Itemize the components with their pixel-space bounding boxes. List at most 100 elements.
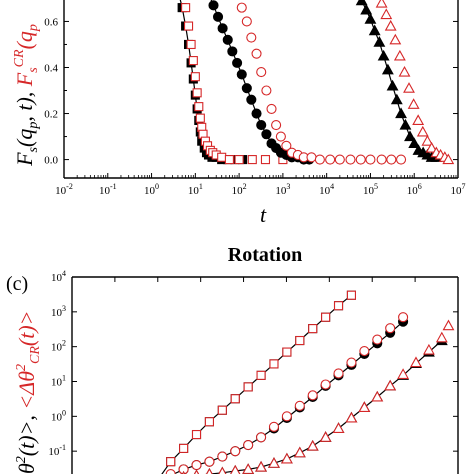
data-point-square-1 bbox=[179, 443, 189, 453]
x-tick-label: 102 bbox=[232, 182, 247, 197]
data-point-circle-3 bbox=[294, 400, 305, 411]
data-point-circle-3 bbox=[314, 154, 325, 165]
data-point-triangle-5 bbox=[425, 141, 438, 153]
y-tick-label: 101 bbox=[51, 374, 66, 389]
x-tick-label: 107 bbox=[451, 182, 466, 197]
data-point-circle-2 bbox=[217, 23, 228, 34]
data-point-square-1 bbox=[269, 359, 279, 369]
y-axis-label: Fs(qp, t), FsCR(qp bbox=[12, 24, 41, 167]
data-point-triangle-5 bbox=[306, 439, 319, 451]
data-point-circle-2 bbox=[222, 34, 233, 45]
data-point-circle-3 bbox=[281, 140, 292, 151]
y-tick-label: 104 bbox=[51, 269, 66, 284]
data-point-triangle-4 bbox=[399, 118, 412, 130]
x-tick-label: 105 bbox=[363, 182, 378, 197]
data-point-circle-3 bbox=[333, 368, 344, 379]
data-point-triangle-5 bbox=[375, 0, 388, 8]
data-point-circle-2 bbox=[246, 94, 257, 105]
data-point-triangle-5 bbox=[193, 469, 200, 474]
data-point-square-1 bbox=[195, 113, 205, 123]
y-tick-label: 100 bbox=[51, 408, 66, 423]
data-point-square-1 bbox=[260, 155, 271, 165]
data-point-triangle-4 bbox=[381, 63, 394, 75]
data-point-circle-2 bbox=[241, 83, 252, 94]
data-point-triangle-5 bbox=[319, 431, 332, 442]
data-point-square-1 bbox=[194, 102, 204, 112]
data-point-triangle-4 bbox=[390, 93, 403, 105]
data-point-circle-3 bbox=[251, 48, 262, 59]
data-point-triangle-4 bbox=[360, 3, 373, 15]
data-point-circle-3 bbox=[236, 2, 247, 13]
data-point-triangle-5 bbox=[332, 422, 345, 433]
data-point-triangle-4 bbox=[368, 24, 381, 36]
data-point-triangle-4 bbox=[408, 137, 421, 149]
data-point-triangle-4 bbox=[395, 107, 407, 119]
y-tick-label: 0.2 bbox=[44, 109, 58, 121]
data-point-circle-3 bbox=[275, 131, 286, 142]
data-point-circle-3 bbox=[217, 451, 228, 462]
data-point-square-1 bbox=[217, 152, 227, 162]
data-point-circle-2 bbox=[251, 108, 262, 119]
data-point-triangle-4 bbox=[373, 36, 386, 47]
data-point-circle-3 bbox=[359, 345, 370, 357]
data-point-square-1 bbox=[308, 324, 318, 334]
data-point-triangle-5 bbox=[380, 8, 393, 20]
data-point-circle-3 bbox=[385, 323, 396, 334]
data-point-triangle-5 bbox=[242, 463, 255, 474]
data-point-square-1 bbox=[295, 335, 305, 346]
data-point-square-1 bbox=[282, 347, 292, 357]
data-point-circle-3 bbox=[372, 334, 383, 345]
data-point-triangle-5 bbox=[280, 452, 293, 464]
data-point-circle-3 bbox=[365, 154, 376, 165]
data-point-circle-2 bbox=[232, 57, 243, 68]
data-point-triangle-5 bbox=[416, 125, 429, 137]
data-point-circle-3 bbox=[243, 439, 254, 451]
data-point-triangle-5 bbox=[412, 114, 425, 125]
data-point-circle-2 bbox=[261, 129, 272, 140]
data-point-square-1 bbox=[190, 72, 200, 82]
data-point-circle-2 bbox=[212, 11, 224, 22]
data-point-circle-3 bbox=[256, 67, 267, 78]
data-point-circle-3 bbox=[345, 154, 356, 165]
data-point-circle-3 bbox=[395, 154, 407, 165]
data-point-square-1 bbox=[333, 301, 344, 311]
panel-label: (c) bbox=[6, 273, 28, 295]
y-tick-label: 102 bbox=[51, 339, 66, 354]
data-point-triangle-5 bbox=[389, 33, 402, 45]
data-point-circle-3 bbox=[246, 32, 257, 43]
data-point-triangle-4 bbox=[364, 13, 377, 24]
x-tick-label: 104 bbox=[319, 182, 334, 197]
y-tick-label: 103 bbox=[51, 304, 66, 319]
data-point-triangle-5 bbox=[435, 331, 448, 343]
x-axis-label: t bbox=[260, 202, 267, 227]
y-tick-label: 10-1 bbox=[48, 443, 66, 458]
data-point-square-1 bbox=[186, 39, 196, 50]
x-tick-label: 106 bbox=[407, 182, 422, 197]
data-point-square-1 bbox=[204, 417, 214, 427]
data-point-circle-3 bbox=[398, 312, 409, 323]
data-point-circle-3 bbox=[320, 379, 331, 390]
data-point-triangle-4 bbox=[355, 0, 368, 6]
data-point-circle-3 bbox=[306, 152, 317, 163]
x-tick-label: 103 bbox=[275, 182, 290, 197]
data-point-circle-3 bbox=[165, 469, 176, 474]
panel-bottom: Rotation10-210-1100101102103104(c)θ2(t)>… bbox=[6, 244, 459, 474]
x-tick-label: 10-1 bbox=[99, 182, 117, 197]
data-point-triangle-5 bbox=[384, 19, 397, 31]
data-point-square-1 bbox=[166, 457, 176, 467]
data-point-circle-3 bbox=[266, 103, 277, 114]
data-point-triangle-5 bbox=[442, 153, 455, 165]
data-point-square-1 bbox=[256, 370, 266, 380]
data-point-square-1 bbox=[230, 394, 240, 404]
data-point-square-1 bbox=[184, 21, 194, 31]
data-point-triangle-5 bbox=[421, 135, 434, 146]
data-point-square-1 bbox=[181, 3, 191, 13]
data-point-triangle-5 bbox=[407, 98, 420, 109]
data-point-square-1 bbox=[346, 290, 356, 300]
data-point-triangle-5 bbox=[268, 457, 280, 468]
data-point-circle-3 bbox=[346, 357, 357, 368]
data-point-circle-3 bbox=[307, 390, 318, 401]
data-point-circle-3 bbox=[271, 119, 282, 131]
y-tick-label: 0.0 bbox=[44, 155, 58, 167]
